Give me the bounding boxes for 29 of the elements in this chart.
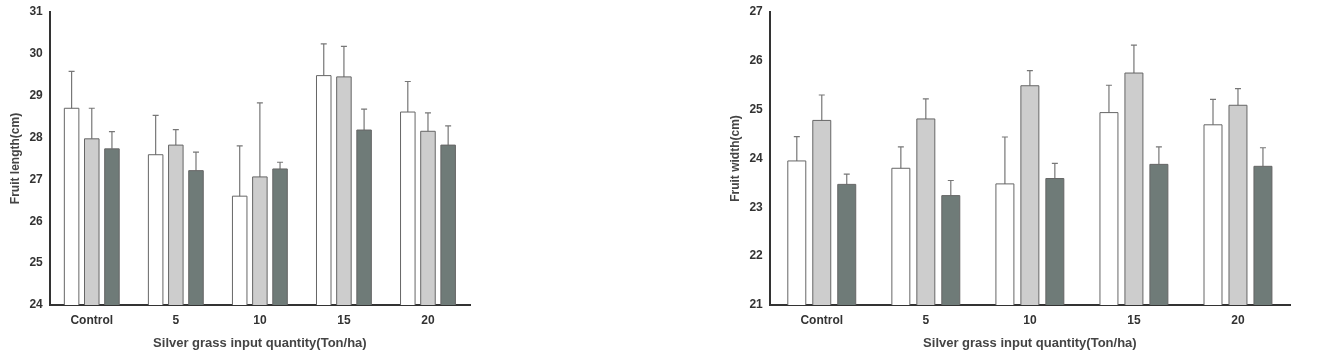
y-tick-label: 27 bbox=[29, 171, 44, 186]
y-tick-label: 26 bbox=[749, 53, 764, 68]
y-tick-label: 26 bbox=[29, 213, 44, 228]
y-tick-label: 24 bbox=[29, 297, 44, 312]
x-tick-label: 20 bbox=[1231, 312, 1245, 327]
y-tick-label: 30 bbox=[29, 46, 44, 61]
x-tick-label: 10 bbox=[1023, 312, 1037, 327]
y-tick-label: 31 bbox=[29, 4, 44, 19]
x-tick-label: 15 bbox=[1127, 312, 1141, 327]
x-tick-label: 5 bbox=[172, 312, 180, 327]
y-tick-label: 21 bbox=[749, 297, 764, 312]
x-axis-title: Silver grass input quantity(Ton/ha) bbox=[923, 334, 1137, 350]
y-tick-label: 25 bbox=[749, 101, 764, 116]
y-tick-label: 28 bbox=[29, 129, 44, 144]
y-tick-label: 27 bbox=[749, 4, 764, 19]
x-axis-title: Silver grass input quantity(Ton/ha) bbox=[153, 334, 367, 350]
x-tick-label: Control bbox=[800, 312, 844, 327]
x-tick-label: 20 bbox=[421, 312, 435, 327]
y-tick-label: 22 bbox=[749, 248, 764, 263]
y-tick-label: 24 bbox=[749, 150, 764, 165]
y-tick-label: 25 bbox=[29, 255, 44, 270]
y-axis-title: Fruit width(cm) bbox=[727, 115, 742, 202]
x-tick-label: 15 bbox=[337, 312, 351, 327]
y-tick-label: 23 bbox=[749, 199, 764, 214]
x-tick-label: Control bbox=[70, 312, 114, 327]
x-tick-label: 10 bbox=[253, 312, 267, 327]
x-tick-label: 5 bbox=[922, 312, 930, 327]
y-tick-label: 29 bbox=[29, 88, 44, 103]
y-axis-title: Fruit length(cm) bbox=[7, 112, 22, 205]
